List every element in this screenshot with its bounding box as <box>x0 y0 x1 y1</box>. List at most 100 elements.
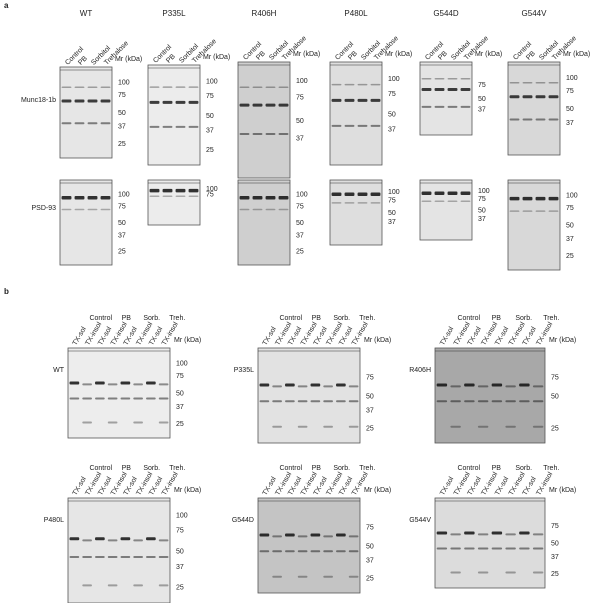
band <box>478 400 488 402</box>
row-label: G544V <box>409 517 431 524</box>
marker-label: 100 <box>296 78 308 85</box>
band <box>533 547 543 549</box>
band <box>448 88 458 91</box>
band <box>510 119 520 121</box>
group-label: Sorb. <box>515 315 532 322</box>
marker-label: 50 <box>118 220 126 227</box>
band <box>533 385 543 387</box>
band <box>358 202 368 204</box>
band <box>121 382 131 385</box>
blot <box>60 67 112 158</box>
marker-label: 75 <box>118 203 126 210</box>
band <box>478 385 488 387</box>
band <box>371 192 381 196</box>
band <box>95 556 105 558</box>
band <box>150 126 160 128</box>
band <box>121 397 131 399</box>
column-title: G544V <box>522 9 548 18</box>
band <box>298 385 308 387</box>
blot <box>148 65 200 165</box>
group-label: Treh. <box>543 465 559 472</box>
band <box>358 84 368 86</box>
blot <box>435 498 545 588</box>
band <box>285 383 295 386</box>
marker-label: 50 <box>176 548 184 555</box>
band <box>478 426 488 428</box>
marker-label: 75 <box>566 205 574 212</box>
marker-label: 25 <box>176 584 184 591</box>
band <box>349 550 359 552</box>
band <box>523 210 533 212</box>
band <box>82 539 92 541</box>
band <box>323 576 333 578</box>
band <box>505 533 515 535</box>
band <box>285 550 295 552</box>
marker-label: 25 <box>566 253 574 260</box>
blot <box>420 180 472 240</box>
mr-label: Mr (kDa) <box>115 56 142 63</box>
band <box>311 400 321 402</box>
row-label: WT <box>53 367 65 374</box>
group-label: Sorb. <box>143 315 160 322</box>
band <box>253 209 263 211</box>
band <box>108 397 118 399</box>
band <box>448 200 458 202</box>
group-label: Control <box>89 465 112 472</box>
marker-label: 50 <box>388 210 396 217</box>
marker-label: 25 <box>118 141 126 148</box>
band <box>437 532 447 535</box>
band <box>450 547 460 549</box>
marker-label: 50 <box>118 110 126 117</box>
band <box>345 192 355 196</box>
band <box>323 426 333 428</box>
band <box>146 537 156 540</box>
band <box>549 119 559 121</box>
band <box>189 126 199 128</box>
marker-label: 37 <box>566 236 574 243</box>
mr-label: Mr (kDa) <box>475 51 502 58</box>
band <box>279 196 289 200</box>
band <box>448 192 458 196</box>
group-label: Control <box>279 465 302 472</box>
band <box>95 397 105 399</box>
band <box>88 122 98 124</box>
band <box>323 535 333 537</box>
marker-label: 100 <box>566 192 578 199</box>
band <box>266 104 276 107</box>
band <box>523 119 533 121</box>
band <box>159 556 169 558</box>
band <box>298 400 308 402</box>
band <box>464 383 474 386</box>
band <box>519 400 529 402</box>
band <box>549 197 559 201</box>
group-label: Sorb. <box>333 315 350 322</box>
band <box>159 539 169 541</box>
marker-label: 50 <box>366 543 374 550</box>
band <box>298 550 308 552</box>
group-label: Treh. <box>169 465 185 472</box>
column-title: P335L <box>162 9 186 18</box>
band <box>133 422 143 424</box>
marker-label: 25 <box>366 425 374 432</box>
band <box>349 426 359 428</box>
band <box>88 87 98 89</box>
band <box>478 533 488 535</box>
band <box>75 100 85 103</box>
marker-label: 100 <box>118 192 130 199</box>
marker-label: 50 <box>176 391 184 398</box>
blot <box>238 180 290 265</box>
band <box>272 385 282 387</box>
band <box>163 101 173 104</box>
band <box>108 539 118 541</box>
marker-label: 37 <box>176 404 184 411</box>
band <box>298 576 308 578</box>
band <box>279 104 289 107</box>
band <box>101 87 111 89</box>
marker-label: 37 <box>296 233 304 240</box>
band <box>464 532 474 535</box>
band <box>95 537 105 540</box>
band <box>260 550 270 552</box>
marker-label: 75 <box>176 373 184 380</box>
band <box>461 78 471 80</box>
band <box>422 88 432 91</box>
